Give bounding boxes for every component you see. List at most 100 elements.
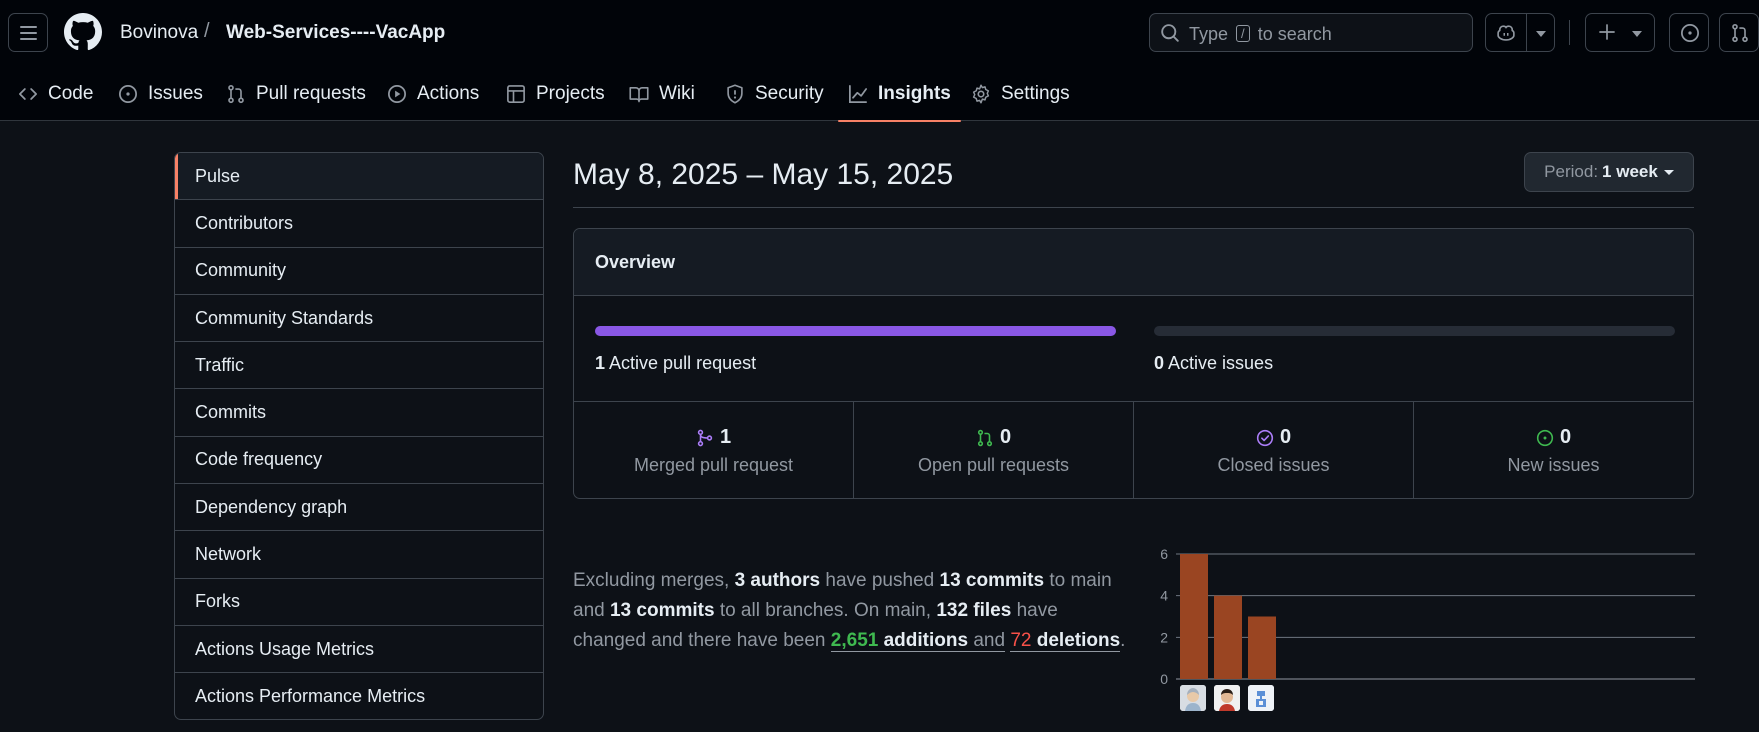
active-issues-link[interactable]: 0 Active issues (1154, 353, 1273, 374)
author-commit-bar[interactable] (1248, 616, 1276, 680)
stat-label: Merged pull request (633, 455, 794, 475)
tab-projects[interactable]: Projects (506, 66, 605, 121)
period-value: 1 week (1602, 162, 1658, 181)
stat-value: 0 (1559, 426, 1572, 448)
search-placeholder: Type / to search (1189, 24, 1332, 45)
sidebar-item-actions-performance-metrics[interactable]: Actions Performance Metrics (195, 686, 426, 707)
summary-commits-main: 13 commits (939, 570, 1045, 591)
deletions-count: 72 (1010, 630, 1032, 651)
sidebar-item-commits[interactable]: Commits (175, 389, 543, 437)
pull-requests-progress-fill (595, 326, 1116, 336)
search-input[interactable]: Type / to search (1149, 13, 1473, 52)
insights-sidebar: Pulse Contributors Community Community S… (174, 152, 544, 720)
repo-link[interactable]: Web-Services----VacApp (226, 22, 446, 43)
summary-text: to all branches. On main, (719, 600, 932, 621)
deletions-word: deletions (1036, 630, 1121, 651)
search-icon (1161, 24, 1179, 42)
menu-icon-line (20, 38, 37, 40)
tab-insights[interactable]: Insights (838, 66, 961, 122)
menu-icon-line (20, 32, 37, 34)
sidebar-item-community[interactable]: Community (175, 248, 543, 295)
copilot-button[interactable] (1485, 13, 1555, 52)
git-pull-request-icon (1732, 23, 1748, 43)
additions-link[interactable]: 2,651 additions and (830, 630, 1006, 652)
author-commit-bar[interactable] (1180, 554, 1208, 679)
tab-label: Security (755, 82, 824, 104)
sidebar-item-network[interactable]: Network (175, 531, 543, 579)
search-shortcut-key: / (1236, 25, 1250, 42)
avatar[interactable] (1180, 685, 1206, 711)
stat-open-pull-requests[interactable]: 0 Open pull requests (854, 402, 1134, 498)
pull-requests-shortcut-button[interactable] (1719, 13, 1759, 52)
play-icon (388, 84, 406, 103)
sidebar-item-code-frequency[interactable]: Code frequency (175, 437, 543, 485)
avatar[interactable] (1248, 685, 1274, 711)
tab-pull-requests[interactable]: Pull requests (226, 66, 366, 121)
summary-text: Excluding merges, (573, 570, 730, 591)
tab-actions[interactable]: Actions (387, 66, 479, 121)
git-pull-request-icon (977, 429, 993, 446)
additions-count: 2,651 (830, 630, 879, 651)
pull-requests-progress[interactable] (595, 326, 1116, 336)
tab-security[interactable]: Security (725, 66, 824, 121)
period-select[interactable]: Period: 1 week (1524, 152, 1694, 192)
shield-icon (727, 83, 743, 104)
stat-merged-pull-requests[interactable]: 1 Merged pull request (574, 402, 854, 498)
overview-heading: Overview (574, 229, 1693, 296)
summary-authors: 3 authors (734, 570, 821, 591)
sidebar-item-dependency-graph[interactable]: Dependency graph (175, 484, 543, 532)
summary-text: to main and (573, 570, 1112, 621)
tab-issues[interactable]: Issues (118, 66, 203, 121)
y-tick-label: 4 (1160, 588, 1168, 604)
overview-panel: Overview 1 Active pull request 0 Active … (573, 228, 1694, 499)
issues-shortcut-button[interactable] (1669, 13, 1709, 52)
stat-new-issues[interactable]: 0 New issues (1414, 402, 1693, 498)
stat-closed-issues[interactable]: 0 Closed issues (1134, 402, 1414, 498)
stat-value: 0 (999, 426, 1012, 448)
table-icon (507, 84, 525, 103)
book-icon (629, 86, 649, 102)
sidebar-item-community-standards[interactable]: Community Standards (175, 295, 543, 343)
y-tick-label: 2 (1160, 629, 1168, 645)
create-new-button[interactable] (1585, 13, 1655, 52)
tab-label: Code (48, 82, 94, 104)
chart-svg: 0 2 4 6 (1160, 546, 1695, 687)
tab-label: Settings (1001, 82, 1070, 104)
gear-icon (972, 84, 990, 103)
additions-word: additions (883, 630, 969, 651)
issue-opened-icon (1681, 24, 1699, 42)
tab-settings[interactable]: Settings (971, 66, 1070, 121)
stat-label: New issues (1507, 455, 1600, 475)
sidebar-item-actions-usage-metrics[interactable]: Actions Usage Metrics (175, 626, 543, 674)
active-issues-count: 0 (1154, 353, 1165, 373)
issues-progress[interactable] (1154, 326, 1675, 336)
tab-code[interactable]: Code (18, 66, 93, 121)
summary-end: . (1120, 630, 1126, 651)
chevron-down-icon[interactable] (1535, 30, 1547, 38)
stat-value: 0 (1279, 426, 1292, 448)
stat-label: Closed issues (1217, 455, 1330, 475)
activity-bars: 1 Active pull request 0 Active issues (574, 296, 1693, 402)
owner-link[interactable]: Bovinova (120, 22, 199, 43)
period-label: Period: (1544, 162, 1599, 181)
deletions-link[interactable]: 72 deletions (1010, 630, 1121, 652)
avatar[interactable] (1214, 685, 1240, 711)
commits-by-author-chart: 0 2 4 6 (1140, 540, 1700, 720)
caret-down-icon (1663, 169, 1674, 175)
sidebar-item-traffic[interactable]: Traffic (175, 342, 543, 390)
sidebar-item-forks[interactable]: Forks (175, 579, 543, 626)
menu-button[interactable] (8, 13, 48, 52)
summary-text: have pushed (825, 570, 935, 591)
issue-opened-icon (119, 84, 137, 103)
sidebar-item-pulse[interactable]: Pulse (175, 153, 543, 201)
tab-wiki[interactable]: Wiki (629, 66, 695, 121)
page-title: May 8, 2025 – May 15, 2025 (573, 158, 954, 191)
author-commit-bar[interactable] (1214, 595, 1242, 679)
breadcrumb-separator: / (204, 20, 210, 42)
copilot-icon (1497, 25, 1515, 41)
active-issues-label: Active issues (1168, 353, 1274, 373)
sidebar-item-contributors[interactable]: Contributors (175, 200, 543, 248)
active-pull-requests-link[interactable]: 1 Active pull request (595, 353, 756, 374)
github-logo-icon[interactable] (64, 13, 102, 51)
menu-icon-line (20, 26, 37, 28)
